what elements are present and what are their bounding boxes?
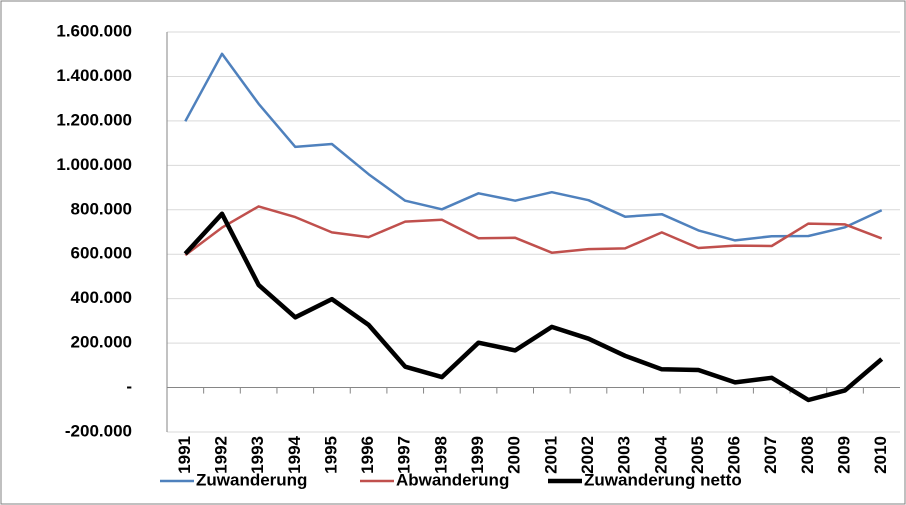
x-tick-label: 2009 — [835, 436, 854, 474]
x-tick-label: 1994 — [285, 435, 304, 473]
x-tick-label: 2008 — [798, 436, 817, 474]
y-tick-label: 1.000.000 — [56, 155, 132, 174]
legend-label: Zuwanderung netto — [584, 470, 742, 489]
x-tick-label: 2006 — [725, 436, 744, 474]
x-tick-label: 2003 — [615, 436, 634, 474]
x-tick-label: 1991 — [175, 436, 194, 474]
legend-label: Zuwanderung — [196, 470, 307, 489]
x-tick-label: 1999 — [468, 436, 487, 474]
y-tick-label: 1.400.000 — [56, 66, 132, 85]
x-tick-label: 2000 — [505, 436, 524, 474]
x-tick-label: 2007 — [761, 436, 780, 474]
y-tick-label: 200.000 — [71, 333, 132, 352]
x-tick-label: 2005 — [688, 436, 707, 474]
x-tick-label: 1998 — [431, 436, 450, 474]
x-tick-label: 2010 — [871, 436, 890, 474]
x-tick-label: 2002 — [578, 436, 597, 474]
x-tick-label: 1996 — [358, 436, 377, 474]
series-line — [184, 52, 883, 242]
y-tick-label: - — [126, 377, 132, 396]
y-tick-label: 600.000 — [71, 244, 132, 263]
y-tick-label: 1.200.000 — [56, 110, 132, 129]
y-tick-label: 800.000 — [71, 199, 132, 218]
x-tick-label: 1995 — [321, 436, 340, 474]
x-tick-label: 1993 — [248, 436, 267, 474]
x-tick-label: 1997 — [395, 436, 414, 474]
x-tick-label: 1992 — [211, 436, 230, 474]
series-line — [184, 205, 883, 257]
x-tick-label: 2004 — [651, 435, 670, 473]
series-line — [183, 211, 884, 403]
y-tick-label: -200.000 — [65, 421, 132, 440]
legend-label: Abwanderung — [396, 470, 509, 489]
y-tick-label: 400.000 — [71, 288, 132, 307]
x-tick-label: 2001 — [541, 436, 560, 474]
y-tick-label: 1.600.000 — [56, 21, 132, 40]
